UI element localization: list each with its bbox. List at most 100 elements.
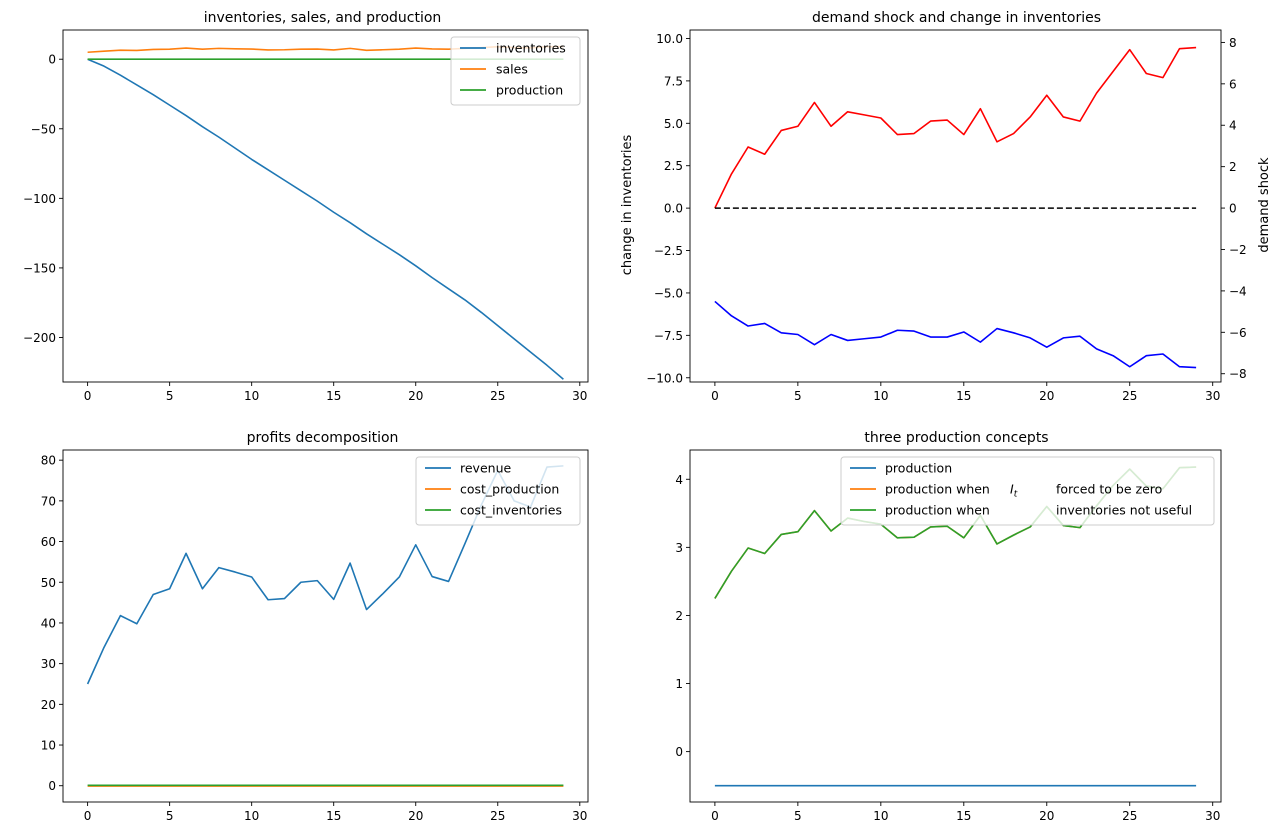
x-tick-label: 30	[572, 809, 587, 823]
y-axis-label-left: change in inventories	[620, 135, 635, 276]
y2-tick-label: −2	[1229, 243, 1247, 257]
y-tick-label: −100	[23, 192, 56, 206]
y-tick-label: −2.5	[654, 244, 683, 258]
y-tick-label: 40	[41, 616, 56, 630]
x-tick-label: 5	[794, 809, 802, 823]
legend: production production when It forced to be …	[840, 456, 1215, 526]
legend-label: cost_production	[460, 482, 559, 497]
y-tick-label: 7.5	[664, 74, 683, 88]
x-tick-label: 20	[408, 809, 423, 823]
legend-label: production	[496, 83, 563, 98]
chart-inventories-sales-production: inventories, sales, and production 0 5 10 1…	[23, 10, 589, 403]
x-tick-label: 0	[711, 809, 719, 823]
chart-title: inventories, sales, and production	[204, 10, 442, 26]
legend-box	[840, 456, 1215, 526]
x-tick-label: 30	[1205, 809, 1220, 823]
y-tick-label: 30	[41, 657, 56, 671]
y2-tick-label: −8	[1229, 367, 1247, 381]
y-tick-label: 10	[41, 739, 56, 753]
y2-tick-label: −6	[1229, 326, 1247, 340]
x-tick-label: 10	[244, 809, 259, 823]
legend-label: production when	[885, 503, 990, 518]
plot-frame	[62, 29, 589, 383]
y-tick-label: 0	[48, 779, 56, 793]
chart-title: demand shock and change in inventories	[812, 10, 1101, 26]
y-tick-label: −50	[31, 122, 56, 136]
legend-label-suffix: inventories not useful	[1056, 503, 1192, 518]
y-tick-label: −7.5	[654, 329, 683, 343]
legend-math-subscript: t	[1014, 490, 1018, 500]
y-tick-label: 3	[675, 541, 683, 555]
y2-tick-label: 6	[1229, 77, 1237, 91]
x-tick-label: 15	[326, 389, 341, 403]
x-tick-label: 20	[1039, 389, 1054, 403]
series-line	[714, 300, 1197, 369]
x-tick-label: 15	[326, 809, 341, 823]
legend-math-symbol: It	[1010, 482, 1018, 500]
y-tick-label: 1	[675, 677, 683, 691]
x-tick-label: 5	[166, 809, 174, 823]
plot-frame	[62, 449, 589, 803]
x-tick-label: 10	[873, 809, 888, 823]
chart-demand-shock: demand shock and change in inventories c…	[620, 10, 1272, 403]
y-tick-label: 0	[48, 53, 56, 67]
y2-tick-label: −4	[1229, 284, 1247, 298]
plot-frame	[689, 449, 1222, 803]
y-tick-label: 0	[675, 745, 683, 759]
y2-tick-label: 8	[1229, 36, 1237, 50]
legend-label: revenue	[460, 461, 511, 476]
y-axis-label-right: demand shock	[1257, 157, 1272, 253]
y-tick-label: 80	[41, 454, 56, 468]
y-tick-label: −10.0	[646, 371, 683, 385]
y-tick-label: 2	[675, 609, 683, 623]
x-tick-label: 10	[873, 389, 888, 403]
x-tick-label: 15	[956, 809, 971, 823]
plot-frame	[689, 29, 1222, 383]
x-tick-label: 0	[84, 809, 92, 823]
y-tick-label: 60	[41, 535, 56, 549]
legend-label: cost_inventories	[460, 503, 562, 518]
legend: revenue cost_production cost_inventories	[415, 456, 581, 526]
y-tick-label: −150	[23, 261, 56, 275]
x-tick-label: 5	[794, 389, 802, 403]
series-line	[714, 46, 1197, 209]
y2-tick-label: 2	[1229, 160, 1237, 174]
x-tick-label: 30	[1205, 389, 1220, 403]
y-tick-label: −5.0	[654, 286, 683, 300]
x-tick-label: 25	[1122, 389, 1137, 403]
y2-tick-label: 4	[1229, 119, 1237, 133]
x-tick-label: 0	[711, 389, 719, 403]
y-tick-label: 2.5	[664, 159, 683, 173]
chart-three-production-concepts: three production concepts 0 5 10 15 20 25 30 0 1…	[675, 430, 1222, 823]
legend: inventories sales production	[450, 36, 581, 106]
y2-tick-label: 0	[1229, 202, 1237, 216]
y-tick-label: 0.0	[664, 202, 683, 216]
series-line	[87, 58, 564, 380]
legend-label: sales	[496, 62, 528, 77]
x-tick-label: 20	[1039, 809, 1054, 823]
legend-box	[415, 456, 581, 526]
x-tick-label: 25	[490, 809, 505, 823]
legend-label: production when	[885, 482, 990, 497]
x-tick-label: 0	[84, 389, 92, 403]
y-tick-label: 20	[41, 698, 56, 712]
x-tick-label: 15	[956, 389, 971, 403]
y-tick-label: 4	[675, 473, 683, 487]
x-tick-label: 25	[490, 389, 505, 403]
legend-box	[450, 36, 581, 106]
x-tick-label: 10	[244, 389, 259, 403]
legend-label: production	[885, 461, 952, 476]
y-tick-label: −200	[23, 331, 56, 345]
y-tick-label: 50	[41, 576, 56, 590]
y-tick-label: 5.0	[664, 117, 683, 131]
chart-title: profits decomposition	[247, 430, 399, 446]
x-tick-label: 25	[1122, 809, 1137, 823]
chart-profits-decomposition: profits decomposition 0 5 10 15 20 25 30 0 10 20 3…	[41, 430, 589, 823]
y-tick-label: 70	[41, 494, 56, 508]
chart-title: three production concepts	[864, 430, 1048, 446]
x-tick-label: 30	[572, 389, 587, 403]
x-tick-label: 5	[166, 389, 174, 403]
y-tick-label: 10.0	[656, 32, 683, 46]
